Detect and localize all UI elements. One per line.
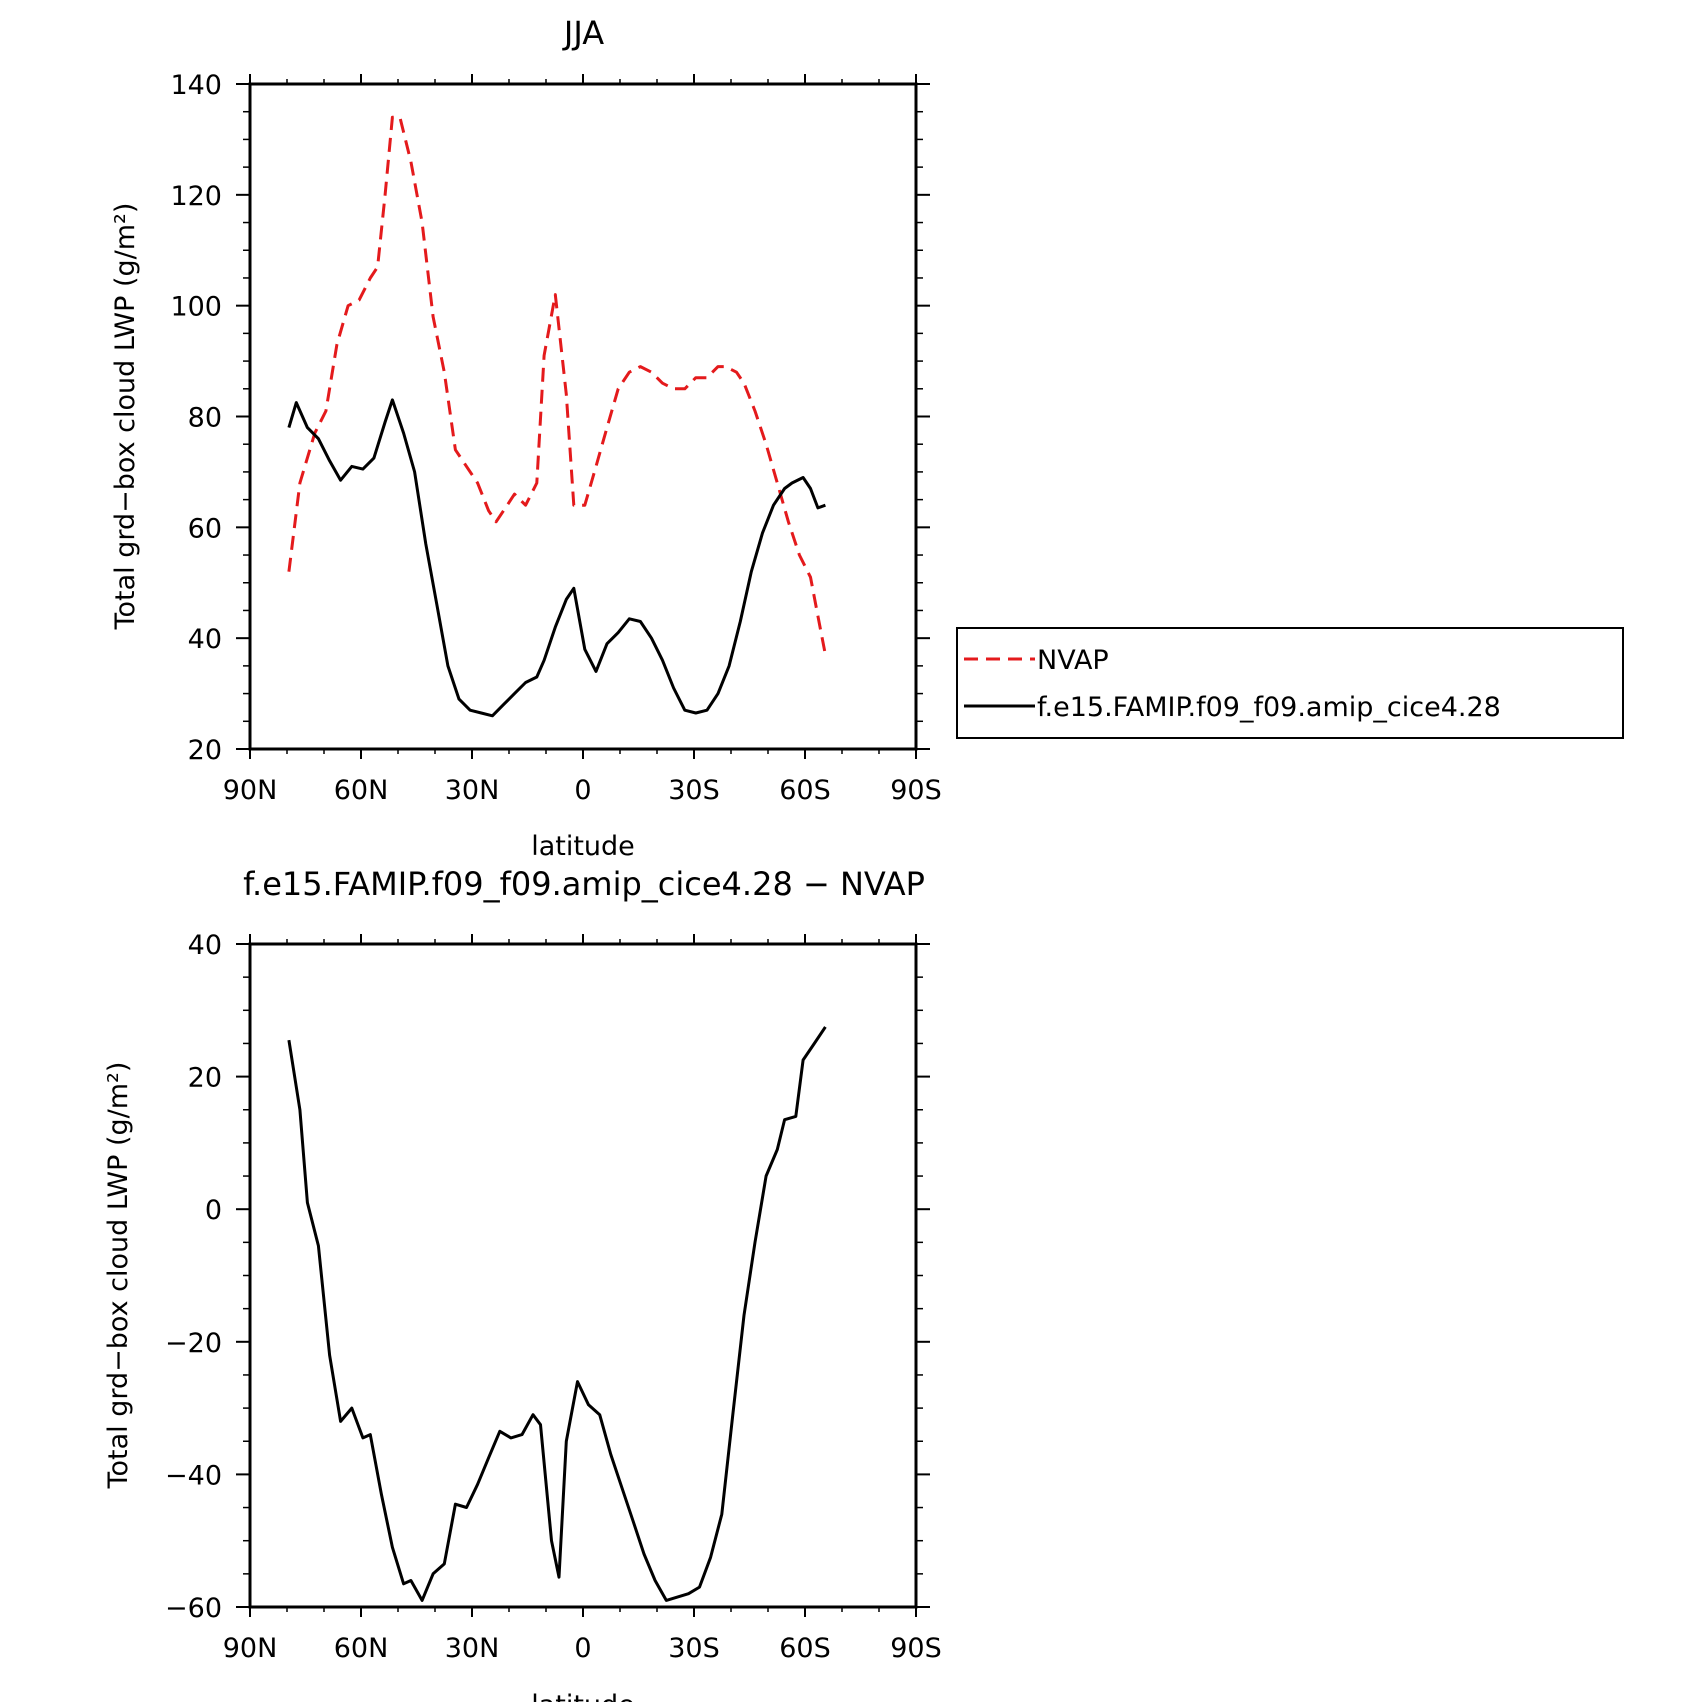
bottom-x-tick-label: 30N — [445, 1633, 500, 1664]
bottom-panel-difference: f.e15.FAMIP.f09_f09.amip_cice4.28 − NVAP… — [103, 865, 942, 1702]
bottom-x-axis-label: latitude — [531, 1690, 635, 1702]
bottom-y-tick-label: −40 — [165, 1460, 222, 1491]
bottom-y-tick-label: −60 — [165, 1593, 222, 1624]
top-x-axis-label: latitude — [531, 831, 635, 862]
bottom-x-tick-label: 30S — [668, 1633, 720, 1664]
bottom-x-tick-label: 90S — [890, 1633, 942, 1664]
top-x-tick-label: 90S — [890, 775, 942, 806]
legend-box — [956, 627, 1624, 739]
top-series-line-1 — [287, 398, 826, 718]
bottom-x-tick-label: 60S — [779, 1633, 831, 1664]
bottom-y-axis-label: Total grd−box cloud LWP (g/m²) — [103, 1062, 134, 1490]
top-y-tick-label: 60 — [188, 513, 222, 544]
top-x-tick-label: 60S — [779, 775, 831, 806]
top-panel-title: JJA — [562, 14, 604, 52]
top-panel-jja: JJA 90N 60N 30N 0 30S 60S 90S 20 40 60 80 100 120 140… — [110, 14, 1624, 862]
top-x-tick-label: 0 — [574, 775, 591, 806]
top-series-line-0 — [287, 115, 827, 656]
legend: NVAP f.e15.FAMIP.f09_f09.amip_cice4.28 — [956, 627, 1624, 739]
top-x-tick-label: 30S — [668, 775, 720, 806]
top-y-axis-label: Total grd−box cloud LWP (g/m²) — [110, 203, 141, 631]
bottom-y-tick-label: 40 — [188, 930, 222, 961]
bottom-y-tick-label: 0 — [205, 1195, 222, 1226]
bottom-x-tick-label: 60N — [334, 1633, 389, 1664]
bottom-x-tick-label: 0 — [574, 1633, 591, 1664]
top-y-tick-label: 100 — [170, 292, 222, 323]
legend-label-nvap: NVAP — [1037, 645, 1109, 676]
bottom-data-lines — [287, 1026, 827, 1602]
top-y-tick-label: 20 — [188, 735, 222, 766]
legend-label-model: f.e15.FAMIP.f09_f09.amip_cice4.28 — [1037, 692, 1501, 723]
top-x-tick-label: 90N — [223, 775, 278, 806]
top-y-tick-label: 80 — [188, 403, 222, 434]
top-data-lines — [287, 115, 827, 718]
top-x-tick-label: 60N — [334, 775, 389, 806]
bottom-y-tick-label: 20 — [188, 1063, 222, 1094]
top-x-tick-label: 30N — [445, 775, 500, 806]
top-axis-ticks: 90N 60N 30N 0 30S 60S 90S 20 40 60 80 100 120 140 — [170, 70, 941, 806]
top-y-tick-label: 40 — [188, 624, 222, 655]
top-y-tick-label: 120 — [170, 181, 222, 212]
bottom-x-tick-label: 90N — [223, 1633, 278, 1664]
bottom-panel-title: f.e15.FAMIP.f09_f09.amip_cice4.28 − NVAP — [243, 865, 925, 903]
top-y-tick-label: 140 — [170, 70, 222, 101]
bottom-axis-ticks: 90N 60N 30N 0 30S 60S 90S −60 −40 −20 0 20 40 — [165, 930, 942, 1664]
top-plot-frame — [248, 82, 918, 751]
bottom-y-tick-label: −20 — [165, 1328, 222, 1359]
bottom-series-line-0 — [287, 1026, 827, 1602]
